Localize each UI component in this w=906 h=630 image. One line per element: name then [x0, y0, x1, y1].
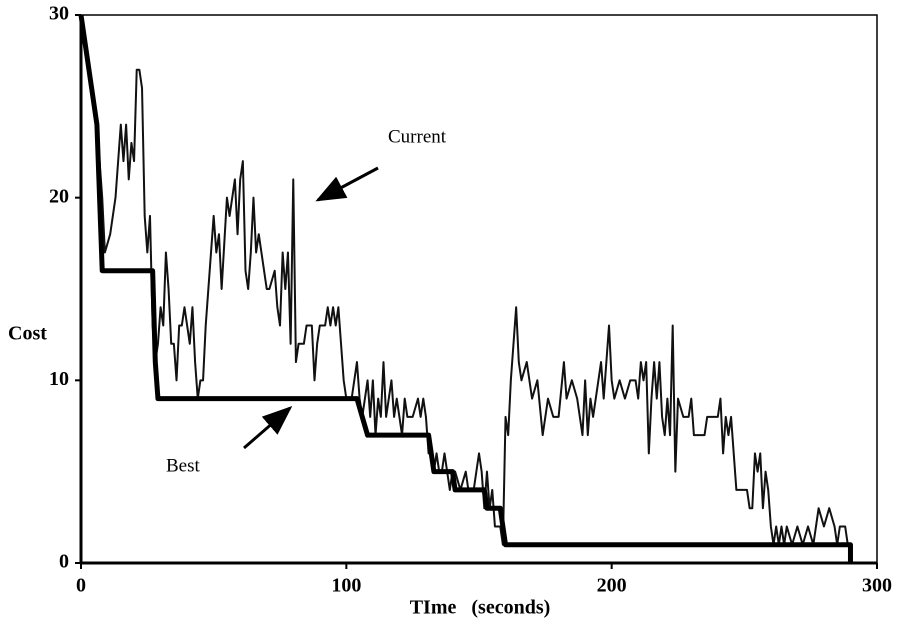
annotation-arrow — [315, 166, 379, 202]
x-tick-label: 100 — [331, 575, 361, 597]
y-tick-label: 10 — [49, 368, 69, 390]
x-tick-label: 300 — [862, 575, 892, 597]
x-tick-label: 0 — [76, 575, 86, 597]
y-tick-label: 20 — [49, 185, 69, 207]
y-tick-label: 30 — [49, 3, 69, 25]
annotation: Best — [166, 455, 201, 476]
y-tick-label: 0 — [59, 551, 69, 573]
x-tick-label: 200 — [597, 575, 627, 597]
y-axis-label: Cost — [8, 323, 47, 345]
plot-frame — [80, 14, 878, 564]
annotation-arrow — [243, 406, 293, 450]
annotation: Current — [388, 126, 447, 147]
series-line — [78, 14, 853, 563]
x-axis-label: TIme (seconds) — [410, 597, 551, 619]
